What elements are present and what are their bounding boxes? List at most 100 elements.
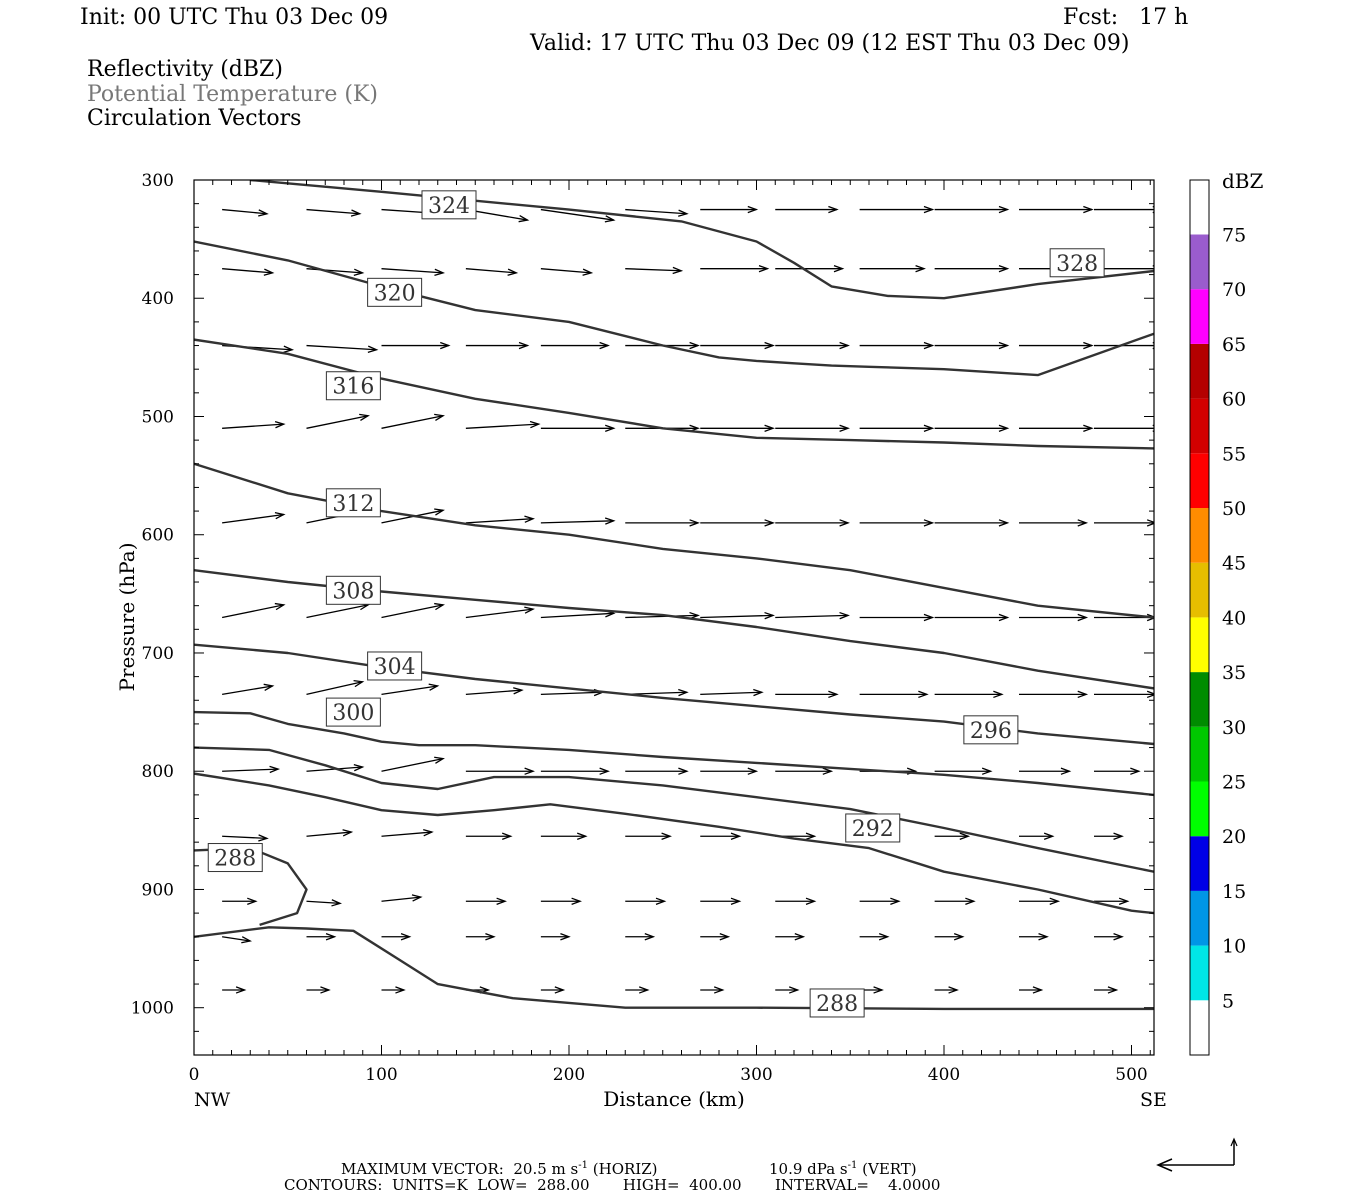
y-tick-label: 800 xyxy=(142,762,174,782)
contour-label-292: 292 xyxy=(845,813,901,843)
circulation-vector xyxy=(700,264,770,273)
circulation-vector xyxy=(465,606,535,619)
circulation-vector xyxy=(625,897,667,905)
theta-contour-324 xyxy=(194,240,1154,377)
svg-text:296: 296 xyxy=(970,719,1012,744)
svg-text:312: 312 xyxy=(332,492,374,517)
circulation-vector xyxy=(1019,690,1089,699)
colorbar-swatch xyxy=(1190,234,1209,290)
x-tick-label: 0 xyxy=(189,1065,200,1085)
circulation-vector xyxy=(700,933,731,941)
circulation-vector xyxy=(540,341,610,350)
colorbar-swatch xyxy=(1190,726,1209,782)
circulation-vector xyxy=(859,897,901,905)
colorbar-swatch xyxy=(1190,562,1209,618)
forecast-hour: Fcst: 17 h xyxy=(1063,5,1189,30)
circulation-vector xyxy=(700,611,775,620)
y-axis-label: Pressure (hPa) xyxy=(115,543,139,692)
circulation-vector xyxy=(222,936,252,944)
nw-label: NW xyxy=(194,1089,231,1111)
circulation-vector xyxy=(540,767,610,775)
circulation-vector xyxy=(465,767,535,775)
circulation-vector xyxy=(222,268,275,276)
colorbar-swatch xyxy=(1190,398,1209,454)
colorbar-level-label: 60 xyxy=(1222,389,1246,411)
y-tick-label: 300 xyxy=(142,171,174,191)
se-label: SE xyxy=(1140,1089,1167,1111)
circulation-vector xyxy=(934,424,1010,433)
circulation-vector xyxy=(859,341,935,350)
colorbar-level-label: 35 xyxy=(1222,662,1246,684)
colorbar-level-label: 70 xyxy=(1222,279,1246,301)
theta-contour-300 xyxy=(194,746,1154,873)
colorbar-swatch xyxy=(1190,508,1209,563)
circulation-vector xyxy=(775,205,839,214)
circulation-vector xyxy=(934,205,1010,214)
field-potential-temperature: Potential Temperature (K) xyxy=(87,82,378,107)
y-tick-label: 900 xyxy=(142,880,174,900)
contour-label-320: 320 xyxy=(367,277,423,307)
contour-label-308: 308 xyxy=(325,575,381,605)
colorbar-level-label: 5 xyxy=(1222,990,1234,1012)
circulation-vector xyxy=(465,933,496,941)
circulation-vector xyxy=(934,519,1010,527)
circulation-vector xyxy=(1019,832,1055,840)
y-tick-label: 700 xyxy=(142,644,174,664)
circulation-vector xyxy=(859,424,935,433)
circulation-vector xyxy=(625,611,700,620)
circulation-vector xyxy=(1019,767,1072,775)
theta-contour-288 xyxy=(194,926,1154,1011)
colorbar-level-label: 45 xyxy=(1222,553,1246,575)
circulation-vector xyxy=(222,986,247,994)
colorbar-level-label: 65 xyxy=(1222,334,1246,356)
contour-label-328: 328 xyxy=(1049,248,1105,278)
circulation-vector xyxy=(775,897,817,905)
colorbar-swatch xyxy=(1190,617,1209,673)
circulation-vector xyxy=(540,517,616,525)
circulation-vector xyxy=(1094,264,1154,273)
circulation-vector xyxy=(625,208,689,217)
theta-contour-304 xyxy=(194,710,1154,797)
colorbar-level-label: 20 xyxy=(1222,826,1246,848)
svg-text:324: 324 xyxy=(428,194,470,219)
colorbar-swatch xyxy=(1190,453,1209,508)
max-vertical-text: 10.9 dPa s-1 (VERT) xyxy=(769,1160,917,1178)
circulation-vector xyxy=(222,208,269,217)
circulation-vector xyxy=(540,933,571,941)
circulation-vector xyxy=(700,767,759,775)
circulation-vector xyxy=(222,420,286,429)
circulation-vector xyxy=(465,687,524,696)
circulation-vector xyxy=(775,933,806,941)
x-tick-label: 300 xyxy=(740,1065,772,1085)
x-tick-label: 200 xyxy=(553,1065,585,1085)
circulation-vector xyxy=(775,341,850,350)
circulation-vector xyxy=(625,767,689,775)
circulation-vector xyxy=(465,897,507,905)
y-tick-label: 1000 xyxy=(131,999,174,1019)
circulation-vector xyxy=(1019,613,1089,622)
contour-label-312: 312 xyxy=(325,488,381,518)
reference-vector-icon xyxy=(1156,1137,1238,1172)
theta-contour-296 xyxy=(194,772,1154,915)
circulation-vector xyxy=(1094,519,1154,527)
colorbar-level-label: 40 xyxy=(1222,607,1246,629)
circulation-vector xyxy=(1094,933,1124,941)
circulation-vector xyxy=(1019,205,1094,214)
circulation-vector xyxy=(934,341,1010,350)
circulation-vector xyxy=(775,690,839,699)
svg-text:320: 320 xyxy=(374,281,416,306)
circulation-vector xyxy=(859,205,935,214)
circulation-vector xyxy=(859,519,935,527)
colorbar-level-label: 10 xyxy=(1222,936,1246,958)
y-tick-labels: 300 400 500 600 700 800 900 1000 xyxy=(131,171,174,1019)
contour-label-288-left: 288 xyxy=(207,843,263,873)
circulation-vector xyxy=(1094,986,1119,994)
colorbar-swatch xyxy=(1190,289,1209,344)
circulation-vector xyxy=(306,829,354,837)
circulation-vector xyxy=(381,894,423,902)
circulation-vector xyxy=(465,341,530,350)
circulation-vector xyxy=(934,897,976,905)
circulation-vector xyxy=(381,683,440,696)
circulation-vector xyxy=(1094,832,1124,840)
